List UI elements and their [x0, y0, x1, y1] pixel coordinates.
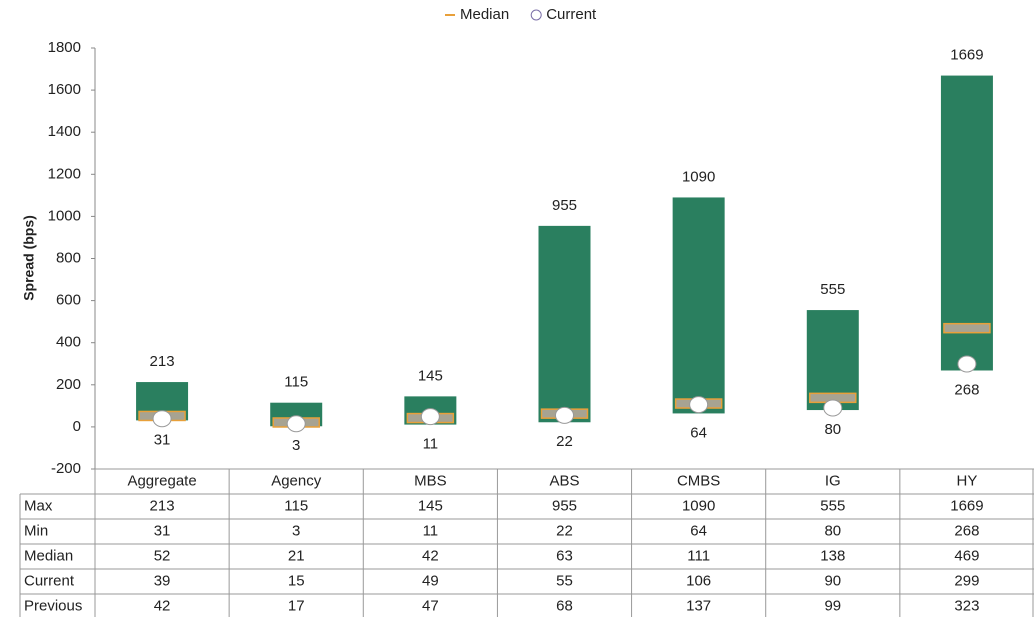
table-header: IG [825, 472, 841, 489]
table-cell: 55 [556, 572, 573, 589]
table-header: ABS [549, 472, 579, 489]
table-cell: 68 [556, 597, 573, 614]
y-tick-label: 1600 [48, 81, 81, 98]
max-label: 1090 [682, 168, 715, 185]
max-label: 145 [418, 367, 443, 384]
table-cell: 213 [150, 497, 175, 514]
min-label: 268 [954, 381, 979, 398]
min-label: 22 [556, 433, 573, 450]
y-tick-label: 400 [56, 334, 81, 351]
min-label: 64 [690, 424, 707, 441]
max-label: 1669 [950, 47, 983, 64]
table-cell: 42 [422, 547, 439, 564]
current-marker [286, 415, 306, 433]
y-tick-label: 600 [56, 292, 81, 309]
y-tick-label: 1400 [48, 123, 81, 140]
max-label: 955 [552, 197, 577, 214]
table-cell: 52 [154, 547, 171, 564]
y-axis-title: Spread (bps) [21, 215, 37, 301]
y-tick-label: 800 [56, 249, 81, 266]
max-label: 213 [150, 353, 175, 370]
table-cell: 99 [824, 597, 841, 614]
table-cell: 49 [422, 572, 439, 589]
current-marker [420, 408, 440, 426]
table-cell: 138 [820, 547, 845, 564]
table-cell: 22 [556, 522, 573, 539]
table-cell: 11 [423, 522, 439, 539]
y-tick-label: 1800 [48, 39, 81, 56]
table-cell: 39 [154, 572, 171, 589]
table-cell: 17 [288, 597, 305, 614]
table-row-label: Current [24, 572, 75, 589]
current-marker [689, 396, 709, 414]
min-label: 11 [423, 436, 439, 453]
table-cell: 64 [690, 522, 707, 539]
table-header: Agency [271, 472, 322, 489]
range-bar [940, 75, 993, 371]
table-cell: 469 [954, 547, 979, 564]
y-tick-label: 200 [56, 376, 81, 393]
legend-label: Median [460, 6, 509, 23]
table-cell: 137 [686, 597, 711, 614]
table-cell: 299 [954, 572, 979, 589]
range-bar [672, 197, 725, 414]
table-cell: 42 [154, 597, 171, 614]
table-row-label: Previous [24, 597, 82, 614]
table-cell: 955 [552, 497, 577, 514]
y-tick-label: 1200 [48, 165, 81, 182]
min-label: 3 [292, 437, 300, 454]
legend-label: Current [546, 6, 597, 23]
legend-swatch [530, 9, 542, 21]
median-marker [943, 322, 991, 334]
y-tick-label: 1000 [48, 207, 81, 224]
table-cell: 90 [824, 572, 841, 589]
table-cell: 115 [284, 497, 308, 514]
table-cell: 145 [418, 497, 443, 514]
table-cell: 1090 [682, 497, 715, 514]
table-cell: 268 [954, 522, 979, 539]
table-row-label: Median [24, 547, 73, 564]
min-label: 31 [154, 431, 171, 448]
y-tick-label: 0 [73, 418, 81, 435]
table-cell: 3 [292, 522, 300, 539]
max-label: 555 [820, 281, 845, 298]
range-bar [538, 225, 591, 423]
current-marker [555, 406, 574, 424]
table-cell: 323 [954, 597, 979, 614]
table-cell: 47 [422, 597, 439, 614]
table-row-label: Min [24, 522, 48, 539]
min-label: 80 [824, 421, 841, 438]
table-header: MBS [414, 472, 447, 489]
current-marker [152, 410, 172, 428]
table-header: CMBS [677, 472, 720, 489]
table-cell: 21 [288, 547, 305, 564]
table-cell: 555 [820, 497, 845, 514]
table-header: Aggregate [127, 472, 196, 489]
table-cell: 106 [686, 572, 711, 589]
table-header: HY [957, 472, 978, 489]
table-cell: 1669 [950, 497, 983, 514]
table-row-label: Max [24, 497, 53, 514]
table-cell: 15 [288, 572, 305, 589]
max-label: 115 [284, 374, 308, 391]
current-marker [957, 355, 977, 373]
table-cell: 80 [824, 522, 841, 539]
current-marker [823, 399, 843, 417]
y-tick-label: -200 [51, 460, 81, 477]
table-cell: 31 [154, 522, 171, 539]
table-cell: 63 [556, 547, 573, 564]
table-cell: 111 [687, 547, 710, 564]
